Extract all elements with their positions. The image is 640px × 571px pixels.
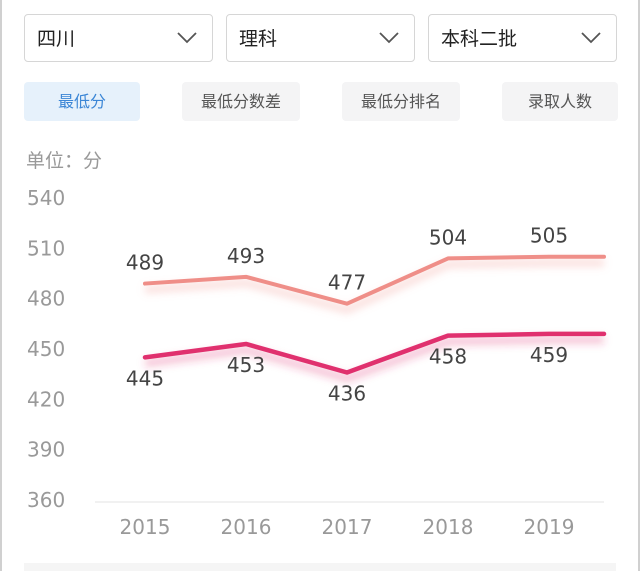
data-label: 477 [328, 271, 366, 295]
tab-admission-count[interactable]: 录取人数 [502, 82, 618, 121]
batch-dropdown[interactable]: 本科二批 [428, 14, 617, 62]
data-label: 489 [126, 251, 164, 275]
bottom-panel-edge [24, 563, 616, 571]
data-label: 458 [429, 345, 467, 369]
y-tick-label: 420 [27, 387, 65, 411]
x-tick-label: 2017 [322, 515, 373, 539]
batch-dropdown-value: 本科二批 [441, 28, 518, 50]
tab-min-score-rank[interactable]: 最低分排名 [342, 82, 460, 121]
series-line [142, 331, 607, 375]
unit-label: 单位：分 [26, 150, 103, 172]
y-tick-label: 390 [27, 438, 65, 462]
data-label: 459 [530, 343, 568, 367]
chevron-down-icon [379, 32, 399, 44]
x-tick-label: 2018 [423, 515, 474, 539]
data-label: 504 [429, 225, 467, 249]
window-border-right [638, 0, 640, 571]
series-line-glow [144, 258, 604, 314]
province-dropdown[interactable]: 四川 [24, 14, 213, 62]
series-line-glow [144, 335, 604, 383]
subject-dropdown[interactable]: 理科 [226, 14, 415, 62]
chevron-down-icon [177, 32, 197, 44]
data-label: 505 [530, 224, 568, 248]
y-tick-label: 540 [27, 186, 65, 210]
data-label: 445 [126, 366, 164, 390]
tab-min-score[interactable]: 最低分 [24, 82, 140, 121]
subject-dropdown-value: 理科 [239, 28, 278, 50]
window-border-left [0, 0, 2, 571]
score-line-chart: 540 510 480 450 420 390 360 2015 2016 2017 2018 201… [27, 186, 607, 539]
y-tick-label: 510 [27, 236, 65, 260]
y-tick-label: 450 [27, 337, 65, 361]
chevron-down-icon [581, 32, 601, 44]
series-line [143, 254, 606, 306]
province-dropdown-value: 四川 [37, 28, 76, 50]
x-tick-label: 2019 [524, 515, 575, 539]
y-tick-label: 360 [27, 488, 65, 512]
y-tick-label: 480 [27, 287, 65, 311]
data-label: 493 [227, 244, 265, 268]
data-label: 453 [227, 353, 265, 377]
x-tick-label: 2016 [221, 515, 272, 539]
x-tick-label: 2015 [120, 515, 171, 539]
data-label: 436 [328, 381, 366, 405]
tab-min-score-diff[interactable]: 最低分数差 [182, 82, 300, 121]
